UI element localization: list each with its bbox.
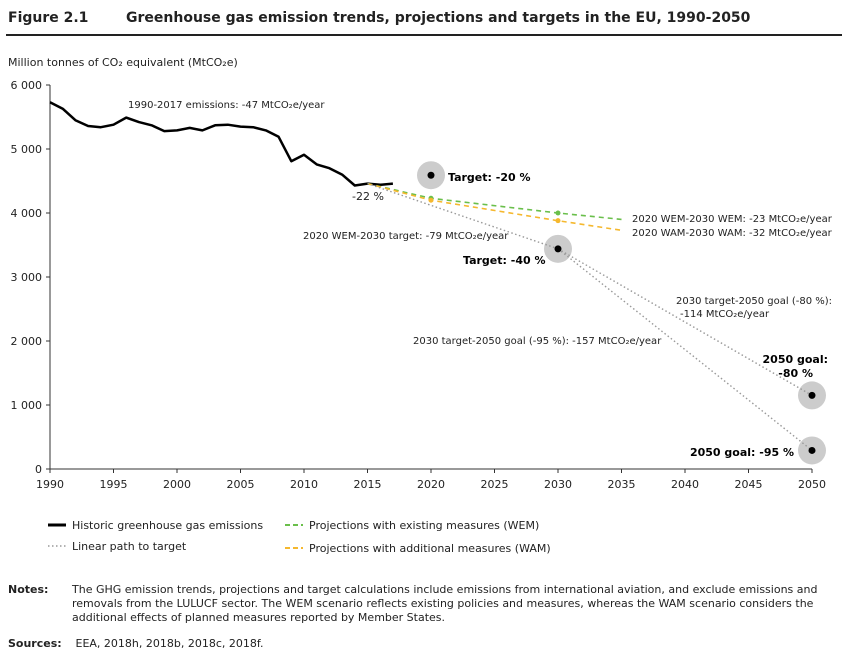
annotation-goal95: 2030 target-2050 goal (-95 %): -157 MtCO…	[413, 336, 662, 347]
target-dot	[554, 245, 562, 253]
legend-label: Historic greenhouse gas emissions	[72, 519, 263, 532]
series-line-wem	[367, 182, 622, 221]
x-tick-label: 2020	[417, 478, 445, 491]
annotation-goal80-line1: 2030 target-2050 goal (-80 %):	[676, 296, 832, 307]
y-tick-label: 3 000	[11, 271, 43, 284]
x-tick-label: 2050	[798, 478, 826, 491]
x-tick-label: 2035	[608, 478, 636, 491]
figure-number: Figure 2.1	[8, 10, 89, 26]
x-tick-label: 2045	[735, 478, 763, 491]
chart-svg: 0 1 000 2 000 3 000 4 000 5 000 6 000 1990 1995 2…	[11, 79, 833, 555]
target-label-2050-95: 2050 goal: -95 %	[690, 446, 794, 459]
x-tick-label: 1990	[36, 478, 64, 491]
notes-label: Notes:	[8, 583, 49, 596]
annotation-wem-target: 2020 WEM-2030 target: -79 MtCO₂e/year	[303, 231, 509, 242]
x-tick-label: 2015	[354, 478, 382, 491]
x-tick-label: 2005	[227, 478, 255, 491]
legend-label: Linear path to target	[72, 540, 187, 553]
y-axis-label: Million tonnes of CO₂ equivalent (MtCO₂e…	[8, 56, 238, 69]
figure-title: Greenhouse gas emission trends, projecti…	[126, 10, 751, 26]
point-wem	[555, 210, 561, 216]
y-tick-label: 1 000	[11, 399, 43, 412]
x-tick-label: 2025	[481, 478, 509, 491]
series-line-linear_95	[557, 248, 813, 451]
series-line-wam	[367, 182, 622, 232]
series-line-historic	[49, 101, 394, 187]
annotation-goal80-line2: -114 MtCO₂e/year	[680, 309, 770, 320]
y-tick-label: 2 000	[11, 335, 43, 348]
target-label-2020: Target: -20 %	[448, 171, 530, 184]
notes-text: The GHG emission trends, projections and…	[72, 583, 818, 624]
y-tick-label: 5 000	[11, 143, 43, 156]
annotation-minus-22: -22 %	[352, 190, 384, 203]
target-dot	[427, 171, 435, 179]
y-tick-label: 4 000	[11, 207, 43, 220]
sources: Sources: EEA, 2018h, 2018b, 2018c, 2018f…	[8, 637, 263, 650]
sources-label: Sources:	[8, 637, 62, 650]
target-label-2050-80-line2: -80 %	[778, 367, 813, 380]
series-line-linear_80	[557, 248, 813, 397]
series-line-linear_2030	[367, 182, 559, 250]
target-label-2030: Target: -40 %	[463, 254, 545, 267]
sources-text: EEA, 2018h, 2018b, 2018c, 2018f.	[75, 637, 264, 650]
point-wam	[428, 197, 434, 203]
annotation-wam: 2020 WAM-2030 WAM: -32 MtCO₂e/year	[632, 228, 833, 239]
x-tick-label: 2040	[671, 478, 699, 491]
target-dot	[808, 391, 816, 399]
legend-label: Projections with additional measures (WA…	[309, 542, 551, 555]
x-tick-label: 2010	[290, 478, 318, 491]
legend-label: Projections with existing measures (WEM)	[309, 519, 539, 532]
x-tick-label: 2000	[163, 478, 191, 491]
x-tick-label: 2030	[544, 478, 572, 491]
y-tick-label: 6 000	[11, 79, 43, 92]
target-dot	[808, 446, 816, 454]
annotation-wem: 2020 WEM-2030 WEM: -23 MtCO₂e/year	[632, 214, 833, 225]
target-label-2050-80-line1: 2050 goal:	[763, 353, 828, 366]
x-tick-label: 1995	[100, 478, 128, 491]
point-wam	[555, 218, 561, 224]
y-tick-label: 0	[35, 463, 42, 476]
annotation-1990-2017: 1990-2017 emissions: -47 MtCO₂e/year	[128, 100, 325, 111]
figure-header: Figure 2.1 Greenhouse gas emission trend…	[6, 6, 842, 36]
